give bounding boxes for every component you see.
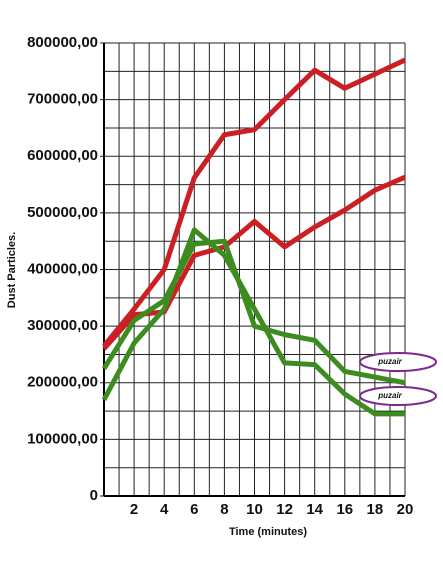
y-tick-label: 700000,00 (27, 91, 98, 108)
y-tick-label: 600000,00 (27, 147, 98, 164)
x-tick-label: 8 (220, 501, 228, 518)
y-tick-label: 400000,00 (27, 260, 98, 277)
x-tick-label: 18 (367, 501, 384, 518)
watermark-logo (359, 386, 437, 406)
watermark: puzair (377, 357, 402, 366)
y-tick-label: 100000,00 (27, 430, 98, 447)
y-tick-label: 500000,00 (27, 204, 98, 221)
series-line (102, 174, 406, 351)
series-line (101, 227, 405, 417)
series-line (102, 57, 407, 348)
y-tick-label: 0 (90, 487, 98, 504)
x-tick-label: 12 (276, 501, 293, 518)
y-tick-label: 200000,00 (27, 374, 98, 391)
x-tick-label: 16 (336, 501, 353, 518)
x-tick-label: 14 (306, 501, 323, 518)
watermark-logo (359, 352, 437, 372)
x-tick-label: 6 (190, 501, 198, 518)
y-axis-label: Dust Particles. (6, 232, 18, 308)
y-tick-label: 300000,00 (27, 317, 98, 334)
x-tick-label: 4 (160, 501, 169, 518)
x-tick-label: 20 (397, 501, 414, 518)
watermark: puzair (377, 391, 402, 400)
x-tick-label: 10 (246, 501, 263, 518)
x-tick-label: 2 (130, 501, 138, 518)
y-tick-label: 800000,00 (27, 34, 98, 51)
x-axis-label: Time (minutes) (229, 526, 307, 538)
series-line (101, 238, 406, 386)
